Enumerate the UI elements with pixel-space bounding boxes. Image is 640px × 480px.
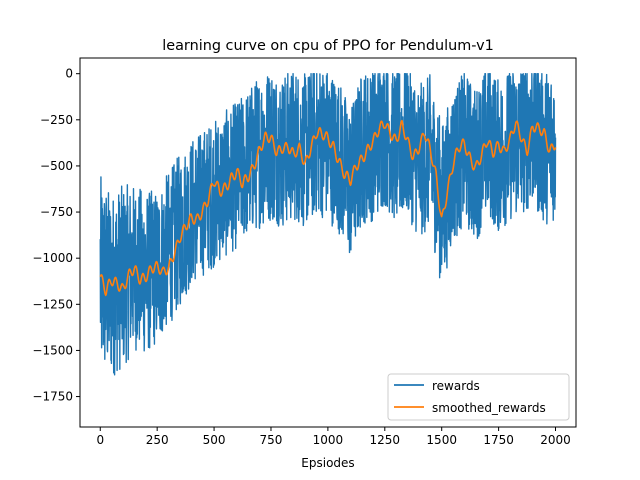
x-tick-label: 1000 xyxy=(313,433,344,447)
x-tick-label: 1250 xyxy=(370,433,401,447)
y-tick-label: 0 xyxy=(65,67,73,81)
y-tick-label: −500 xyxy=(40,159,73,173)
chart-title: learning curve on cpu of PPO for Pendulu… xyxy=(162,38,494,54)
y-axis: 0 −250 −500 −750 −1000 −1250 −1500 −1750 xyxy=(32,67,80,404)
x-tick-label: 250 xyxy=(146,433,169,447)
legend-smoothed-label: smoothed_rewards xyxy=(432,401,546,415)
y-tick-label: −250 xyxy=(40,113,73,127)
x-axis: 0 250 500 750 1000 1250 1500 1750 2000 xyxy=(96,427,571,447)
series-layer xyxy=(99,72,557,376)
y-tick-label: −1250 xyxy=(32,297,73,311)
x-tick-label: 1750 xyxy=(483,433,514,447)
x-tick-label: 750 xyxy=(260,433,283,447)
legend-rewards-label: rewards xyxy=(432,379,480,393)
x-tick-label: 2000 xyxy=(540,433,571,447)
legend: rewards smoothed_rewards xyxy=(387,373,570,421)
x-axis-label: Epsiodes xyxy=(301,456,354,470)
y-tick-label: −1500 xyxy=(32,343,73,357)
x-tick-label: 1500 xyxy=(426,433,457,447)
rewards-line xyxy=(99,72,557,376)
y-tick-label: −750 xyxy=(40,205,73,219)
legend-box xyxy=(387,373,570,421)
x-tick-label: 0 xyxy=(96,433,104,447)
y-tick-label: −1000 xyxy=(32,251,73,265)
x-tick-label: 500 xyxy=(203,433,226,447)
plot-area xyxy=(79,57,577,428)
smoothed_rewards-line xyxy=(99,119,557,297)
y-tick-label: −1750 xyxy=(32,390,73,404)
